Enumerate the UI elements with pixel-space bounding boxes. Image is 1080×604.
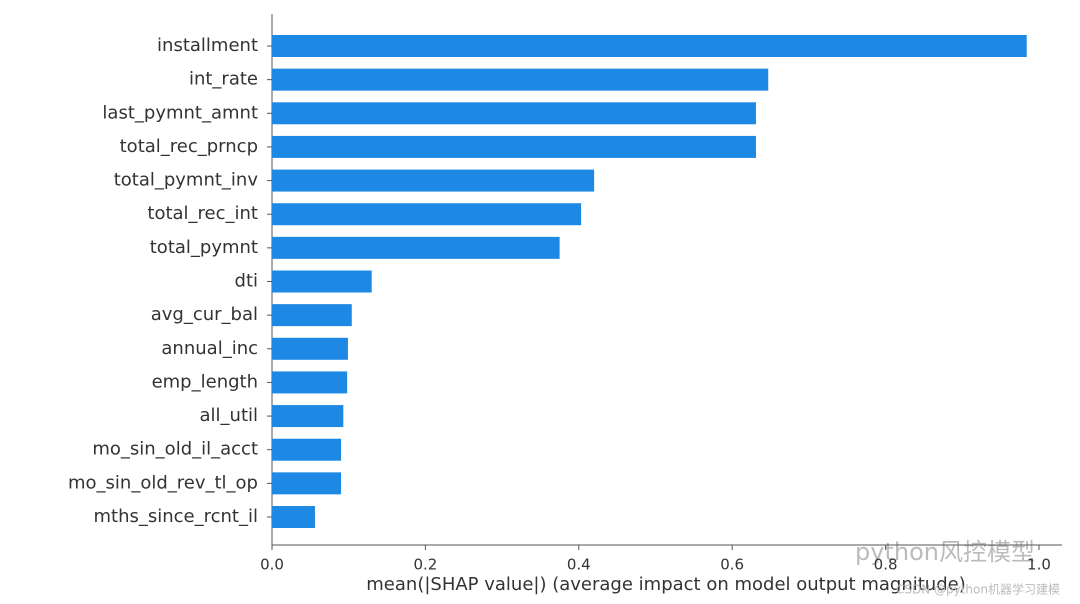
bar bbox=[272, 236, 560, 259]
bar bbox=[272, 102, 756, 125]
y-tick-label: mths_since_rcnt_il bbox=[93, 506, 258, 527]
bar bbox=[272, 68, 769, 91]
x-tick-label: 0.4 bbox=[567, 556, 591, 574]
bar bbox=[272, 304, 352, 327]
y-tick-label: last_pymnt_amnt bbox=[102, 102, 258, 123]
bar bbox=[272, 337, 348, 360]
bar bbox=[272, 438, 342, 461]
x-tick-label: 1.0 bbox=[1027, 556, 1051, 574]
y-tick-label: mo_sin_old_il_acct bbox=[92, 439, 258, 460]
watermark: python风控模型 bbox=[855, 538, 1035, 566]
y-tick-label: total_pymnt bbox=[150, 237, 258, 258]
y-tick-label: emp_length bbox=[152, 371, 258, 392]
y-tick-label: all_util bbox=[200, 405, 259, 426]
watermark: CSDN @python机器学习建模 bbox=[896, 582, 1060, 597]
y-tick-label: mo_sin_old_rev_tl_op bbox=[68, 472, 258, 493]
y-tick-label: annual_inc bbox=[161, 338, 258, 359]
bar bbox=[272, 506, 315, 528]
y-tick-label: installment bbox=[157, 35, 258, 56]
bar bbox=[272, 203, 582, 226]
bar bbox=[272, 405, 344, 428]
bar bbox=[272, 472, 342, 495]
x-tick-label: 0.0 bbox=[260, 556, 284, 574]
y-tick-label: int_rate bbox=[189, 69, 258, 90]
y-tick-label: dti bbox=[235, 271, 258, 292]
bar bbox=[272, 35, 1027, 57]
x-tick-label: 0.6 bbox=[720, 556, 744, 574]
bar bbox=[272, 169, 595, 192]
bar bbox=[272, 270, 372, 293]
x-tick-label: 0.8 bbox=[874, 556, 898, 574]
x-axis-label: mean(|SHAP value|) (average impact on mo… bbox=[366, 574, 965, 595]
bar bbox=[272, 371, 348, 394]
y-tick-label: total_pymnt_inv bbox=[114, 170, 259, 191]
bar bbox=[272, 135, 756, 158]
y-tick-label: total_rec_prncp bbox=[120, 136, 258, 157]
x-tick-label: 0.2 bbox=[413, 556, 437, 574]
y-tick-label: avg_cur_bal bbox=[151, 304, 258, 325]
y-tick-label: total_rec_int bbox=[147, 203, 258, 224]
